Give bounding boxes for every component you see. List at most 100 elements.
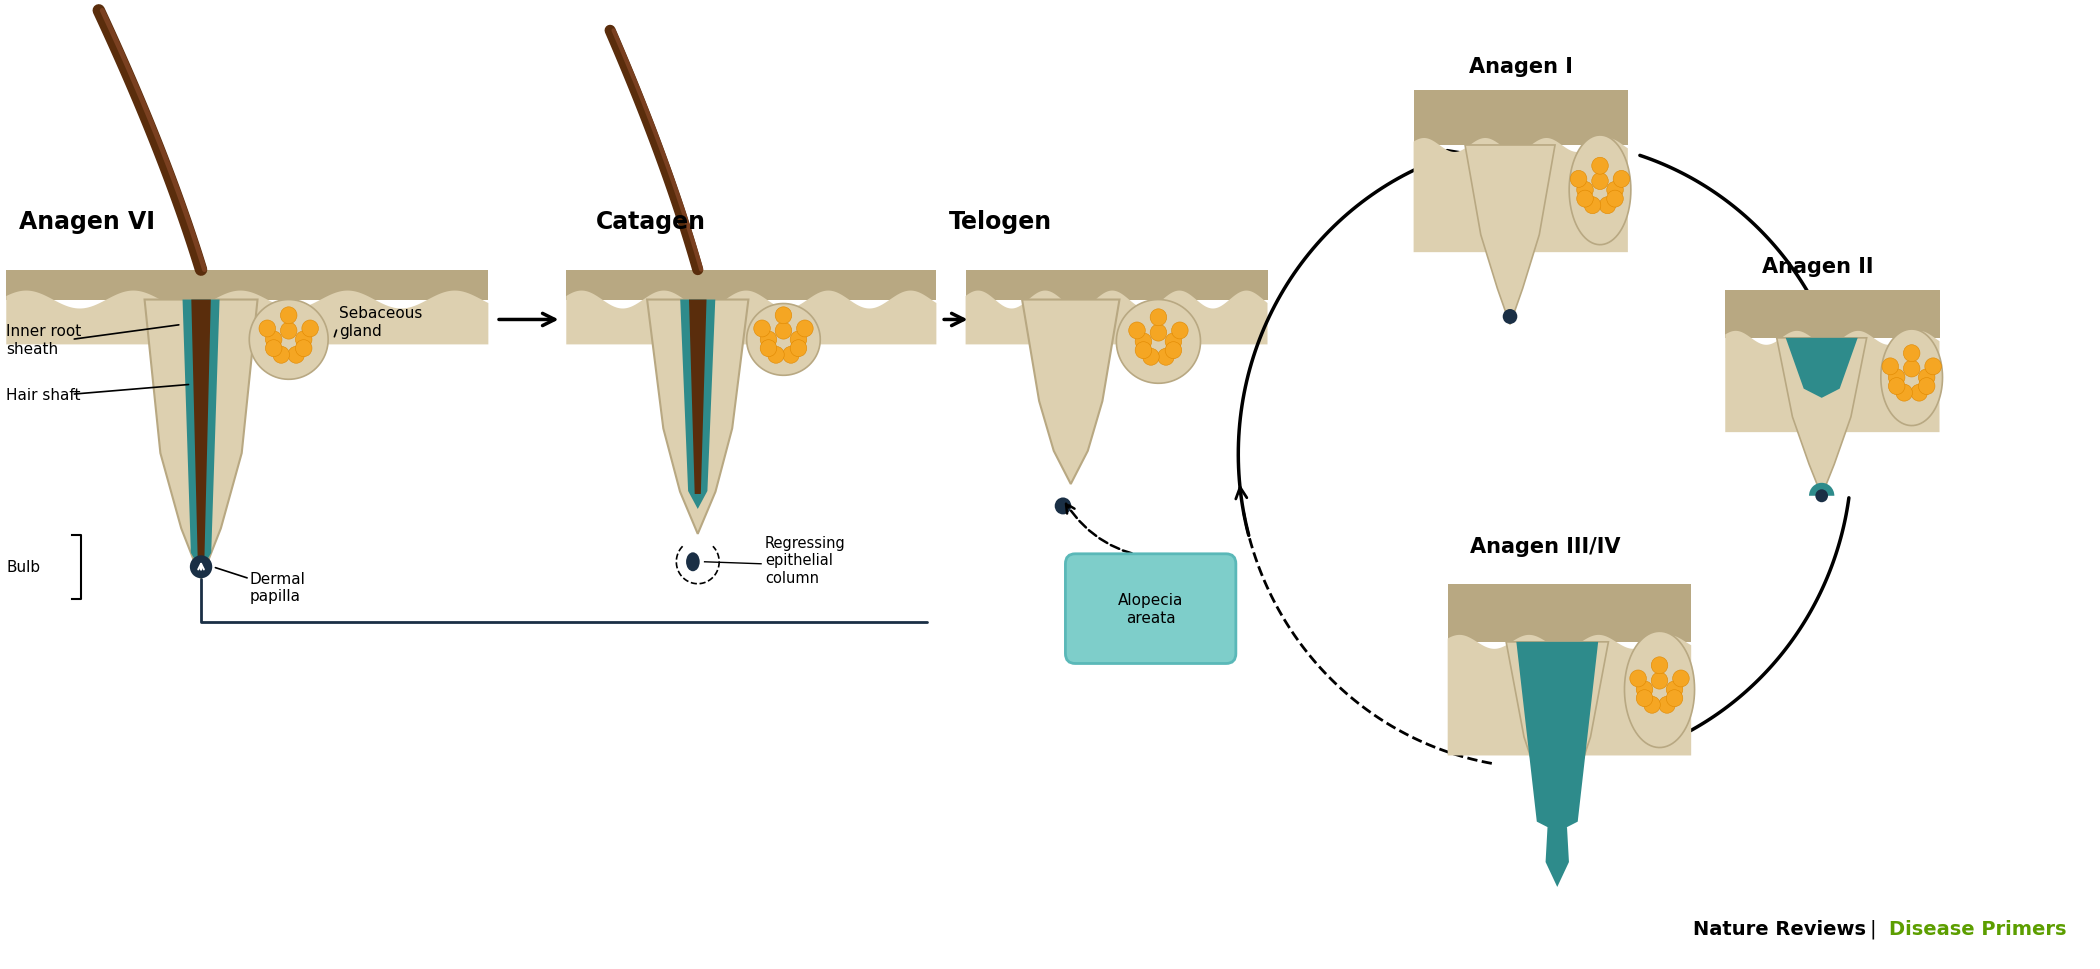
Circle shape	[1896, 385, 1913, 402]
Polygon shape	[250, 300, 328, 380]
Circle shape	[796, 321, 813, 337]
Polygon shape	[1447, 636, 1690, 756]
Circle shape	[258, 321, 275, 337]
Circle shape	[1659, 697, 1676, 713]
Circle shape	[1592, 158, 1609, 175]
Text: Anagen I: Anagen I	[1468, 57, 1573, 78]
Text: Anagen II: Anagen II	[1762, 257, 1873, 276]
Circle shape	[1054, 498, 1071, 515]
Circle shape	[769, 347, 783, 364]
Circle shape	[1172, 323, 1189, 339]
Circle shape	[1636, 681, 1653, 699]
Polygon shape	[145, 300, 258, 579]
Circle shape	[1665, 681, 1682, 699]
Circle shape	[1613, 172, 1630, 188]
Circle shape	[265, 331, 281, 349]
Circle shape	[1600, 198, 1615, 214]
Polygon shape	[966, 270, 1268, 300]
Polygon shape	[1516, 642, 1598, 832]
Circle shape	[1665, 690, 1682, 707]
Polygon shape	[191, 300, 210, 557]
Polygon shape	[1117, 300, 1201, 384]
Circle shape	[1166, 333, 1182, 351]
Circle shape	[1157, 349, 1174, 366]
Circle shape	[281, 307, 296, 325]
Circle shape	[1882, 359, 1898, 375]
Circle shape	[1592, 173, 1609, 190]
Text: Nature Reviews: Nature Reviews	[1693, 919, 1867, 938]
Circle shape	[1919, 369, 1934, 387]
Circle shape	[288, 347, 304, 364]
Polygon shape	[1506, 642, 1609, 832]
FancyBboxPatch shape	[1065, 554, 1237, 664]
Circle shape	[1888, 369, 1905, 387]
Circle shape	[1903, 345, 1919, 362]
Polygon shape	[1447, 584, 1690, 642]
Wedge shape	[1808, 484, 1833, 496]
Polygon shape	[1785, 338, 1858, 398]
Circle shape	[1651, 657, 1667, 674]
Circle shape	[1814, 489, 1827, 503]
Circle shape	[790, 331, 806, 349]
Polygon shape	[6, 292, 489, 345]
Circle shape	[754, 321, 771, 337]
Polygon shape	[1569, 136, 1632, 245]
Circle shape	[1636, 690, 1653, 707]
Circle shape	[790, 340, 806, 358]
Polygon shape	[1023, 300, 1119, 484]
Text: Dermal
papilla: Dermal papilla	[250, 571, 307, 604]
Polygon shape	[966, 292, 1268, 345]
Circle shape	[1926, 359, 1940, 375]
Circle shape	[265, 340, 281, 358]
Polygon shape	[689, 300, 706, 494]
Circle shape	[1644, 697, 1661, 713]
Circle shape	[1911, 385, 1928, 402]
Circle shape	[281, 323, 296, 340]
Polygon shape	[1726, 291, 1940, 338]
Polygon shape	[1466, 145, 1554, 326]
Circle shape	[1577, 182, 1594, 199]
Text: Disease Primers: Disease Primers	[1888, 919, 2066, 938]
Circle shape	[1583, 198, 1600, 214]
Circle shape	[1577, 191, 1594, 208]
Circle shape	[1504, 310, 1518, 325]
Text: Catagen: Catagen	[596, 209, 706, 234]
Polygon shape	[748, 304, 821, 376]
Polygon shape	[183, 300, 220, 571]
Text: Sebaceous
gland: Sebaceous gland	[340, 306, 422, 338]
Text: Bulb: Bulb	[6, 560, 40, 575]
Circle shape	[302, 321, 319, 337]
Circle shape	[1606, 182, 1623, 199]
Circle shape	[1128, 323, 1144, 339]
Text: Regressing
epithelial
column: Regressing epithelial column	[764, 535, 846, 585]
Text: Telogen: Telogen	[949, 209, 1052, 234]
Circle shape	[1151, 325, 1168, 342]
Circle shape	[1651, 672, 1667, 689]
Polygon shape	[647, 300, 748, 534]
Text: Anagen VI: Anagen VI	[19, 209, 155, 234]
Text: Alopecia
areata: Alopecia areata	[1117, 593, 1182, 625]
Text: Inner root
sheath: Inner root sheath	[6, 324, 82, 357]
Circle shape	[783, 347, 800, 364]
Polygon shape	[1625, 632, 1695, 748]
Circle shape	[1151, 309, 1168, 327]
Circle shape	[1888, 378, 1905, 395]
Circle shape	[1630, 671, 1646, 687]
Polygon shape	[680, 300, 716, 510]
Circle shape	[1674, 671, 1688, 687]
Polygon shape	[1546, 828, 1569, 887]
Circle shape	[273, 347, 290, 364]
Polygon shape	[1726, 331, 1940, 433]
Text: Hair shaft: Hair shaft	[6, 388, 80, 402]
Circle shape	[1571, 172, 1588, 188]
Text: |: |	[1869, 919, 1875, 938]
Polygon shape	[1777, 338, 1867, 496]
Polygon shape	[567, 270, 937, 300]
Circle shape	[1903, 360, 1919, 378]
Circle shape	[1142, 349, 1159, 366]
Polygon shape	[1882, 329, 1943, 426]
Circle shape	[296, 331, 313, 349]
Circle shape	[760, 331, 777, 349]
Circle shape	[1136, 342, 1151, 359]
Ellipse shape	[687, 552, 699, 572]
